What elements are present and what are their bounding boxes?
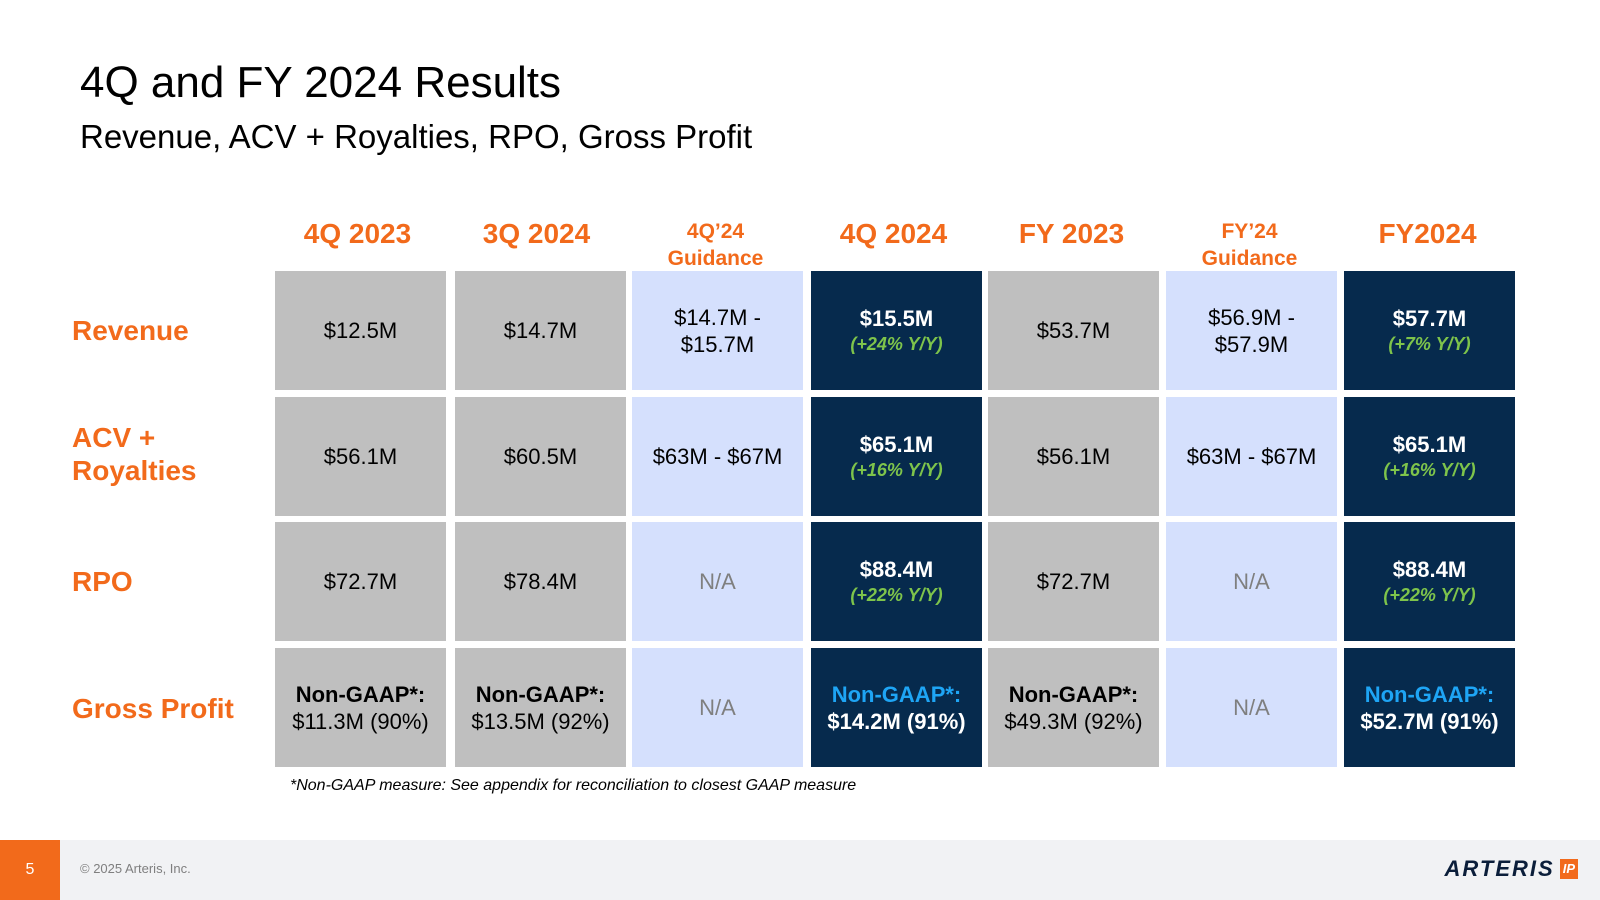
column-header-line: 4Q’24 <box>686 220 745 243</box>
cell-value: $13.5M (92%) <box>471 708 610 734</box>
cell-value: $57.7M <box>1392 306 1467 331</box>
row-label-line: ACV + <box>72 422 156 453</box>
cell-value: N/A <box>1233 569 1270 594</box>
table-cell: $65.1M (+16% Y/Y) <box>811 397 982 516</box>
cell-value: $65.1M <box>1392 432 1467 457</box>
non-gaap-label: Non-GAAP*: <box>1364 681 1495 707</box>
slide-subtitle: Revenue, ACV + Royalties, RPO, Gross Pro… <box>80 118 753 155</box>
table-cell: $53.7M <box>988 271 1159 390</box>
table-cell: N/A <box>1166 648 1337 767</box>
column-header-fy24-guidance: FY’24 Guidance <box>1164 218 1335 272</box>
table-cell: $78.4M <box>455 522 626 641</box>
non-gaap-label: Non-GAAP*: <box>831 681 962 707</box>
table-cell: $88.4M (+22% Y/Y) <box>811 522 982 641</box>
cell-value: $78.4M <box>503 569 578 594</box>
row-label-acv-royalties: ACV + Royalties <box>72 421 197 487</box>
cell-value: $60.5M <box>503 444 578 469</box>
table-cell: $72.7M <box>275 522 446 641</box>
column-header-line: FY’24 <box>1221 220 1278 243</box>
cell-value: $53.7M <box>1036 318 1111 343</box>
column-header-line: Guidance <box>667 247 764 270</box>
page-number: 5 <box>0 840 60 900</box>
table-cell: $56.1M <box>988 397 1159 516</box>
cell-value-line: $56.9M - <box>1208 304 1295 330</box>
logo-text: ARTERIS <box>1444 856 1555 881</box>
cell-value: N/A <box>1233 695 1270 720</box>
cell-value: $11.3M (90%) <box>292 708 429 734</box>
table-cell: $56.9M - $57.9M <box>1166 271 1337 390</box>
row-label-rpo: RPO <box>72 566 133 597</box>
cell-value: $72.7M <box>1036 569 1111 594</box>
column-header-4q2024: 4Q 2024 <box>839 218 948 249</box>
non-gaap-label: Non-GAAP*: <box>475 681 606 707</box>
cell-value: $65.1M <box>859 432 934 457</box>
cell-value: $72.7M <box>323 569 398 594</box>
cell-value: $14.2M (91%) <box>827 708 966 734</box>
table-cell: $63M - $67M <box>632 397 803 516</box>
non-gaap-label: Non-GAAP*: <box>295 681 426 707</box>
row-label-gross-profit: Gross Profit <box>72 693 234 724</box>
column-header-fy2023: FY 2023 <box>1018 218 1125 249</box>
slide-title: 4Q and FY 2024 Results <box>80 58 562 107</box>
table-cell: $14.7M - $15.7M <box>632 271 803 390</box>
table-cell: $57.7M (+7% Y/Y) <box>1344 271 1515 390</box>
growth-change: (+7% Y/Y) <box>1388 334 1471 354</box>
cell-value: $15.5M <box>859 306 934 331</box>
cell-value: $63M - $67M <box>652 444 783 469</box>
growth-change: (+22% Y/Y) <box>1383 585 1476 605</box>
table-cell: $65.1M (+16% Y/Y) <box>1344 397 1515 516</box>
logo-badge: IP <box>1559 859 1578 879</box>
cell-value-line: $57.9M <box>1214 331 1289 357</box>
table-cell: $88.4M (+22% Y/Y) <box>1344 522 1515 641</box>
table-cell: $72.7M <box>988 522 1159 641</box>
arteris-logo: ARTERIS IP <box>1445 856 1578 882</box>
table-cell: Non-GAAP*: $13.5M (92%) <box>455 648 626 767</box>
column-header-4q2023: 4Q 2023 <box>303 218 412 249</box>
table-cell: N/A <box>632 648 803 767</box>
cell-value: $14.7M <box>503 318 578 343</box>
cell-value: $88.4M <box>1392 557 1467 582</box>
cell-value: $56.1M <box>323 444 398 469</box>
table-cell: $63M - $67M <box>1166 397 1337 516</box>
cell-value-line: $14.7M - <box>674 304 761 330</box>
cell-value: $56.1M <box>1036 444 1111 469</box>
column-header-4q24-guidance: 4Q’24 Guidance <box>630 218 801 272</box>
growth-change: (+22% Y/Y) <box>850 585 943 605</box>
table-cell: N/A <box>632 522 803 641</box>
table-cell: $56.1M <box>275 397 446 516</box>
table-cell: $14.7M <box>455 271 626 390</box>
table-cell: Non-GAAP*: $14.2M (91%) <box>811 648 982 767</box>
column-header-fy2024: FY2024 <box>1378 218 1477 249</box>
row-label-revenue: Revenue <box>72 315 189 346</box>
row-label-line: Royalties <box>72 455 197 486</box>
footer: 5 © 2025 Arteris, Inc. ARTERIS IP <box>0 840 1600 900</box>
table-cell: Non-GAAP*: $11.3M (90%) <box>275 648 446 767</box>
cell-value: N/A <box>699 569 736 594</box>
cell-value: N/A <box>699 695 736 720</box>
cell-value-line: $15.7M <box>680 331 755 357</box>
non-gaap-label: Non-GAAP*: <box>1008 681 1139 707</box>
table-cell: N/A <box>1166 522 1337 641</box>
growth-change: (+16% Y/Y) <box>1383 460 1476 480</box>
table-cell: $15.5M (+24% Y/Y) <box>811 271 982 390</box>
table-cell: $60.5M <box>455 397 626 516</box>
cell-value: $52.7M (91%) <box>1360 708 1499 734</box>
cell-value: $12.5M <box>323 318 398 343</box>
copyright: © 2025 Arteris, Inc. <box>80 861 191 876</box>
cell-value: $49.3M (92%) <box>1004 708 1143 734</box>
table-cell: Non-GAAP*: $52.7M (91%) <box>1344 648 1515 767</box>
cell-value: $63M - $67M <box>1186 444 1317 469</box>
column-header-line: Guidance <box>1201 247 1298 270</box>
column-header-3q2024: 3Q 2024 <box>482 218 591 249</box>
growth-change: (+24% Y/Y) <box>850 334 943 354</box>
cell-value: $88.4M <box>859 557 934 582</box>
table-cell: $12.5M <box>275 271 446 390</box>
growth-change: (+16% Y/Y) <box>850 460 943 480</box>
table-cell: Non-GAAP*: $49.3M (92%) <box>988 648 1159 767</box>
footnote: *Non-GAAP measure: See appendix for reco… <box>290 777 857 794</box>
